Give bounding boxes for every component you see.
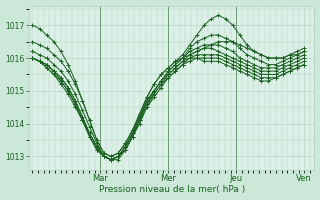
X-axis label: Pression niveau de la mer( hPa ): Pression niveau de la mer( hPa ) [99, 185, 245, 194]
